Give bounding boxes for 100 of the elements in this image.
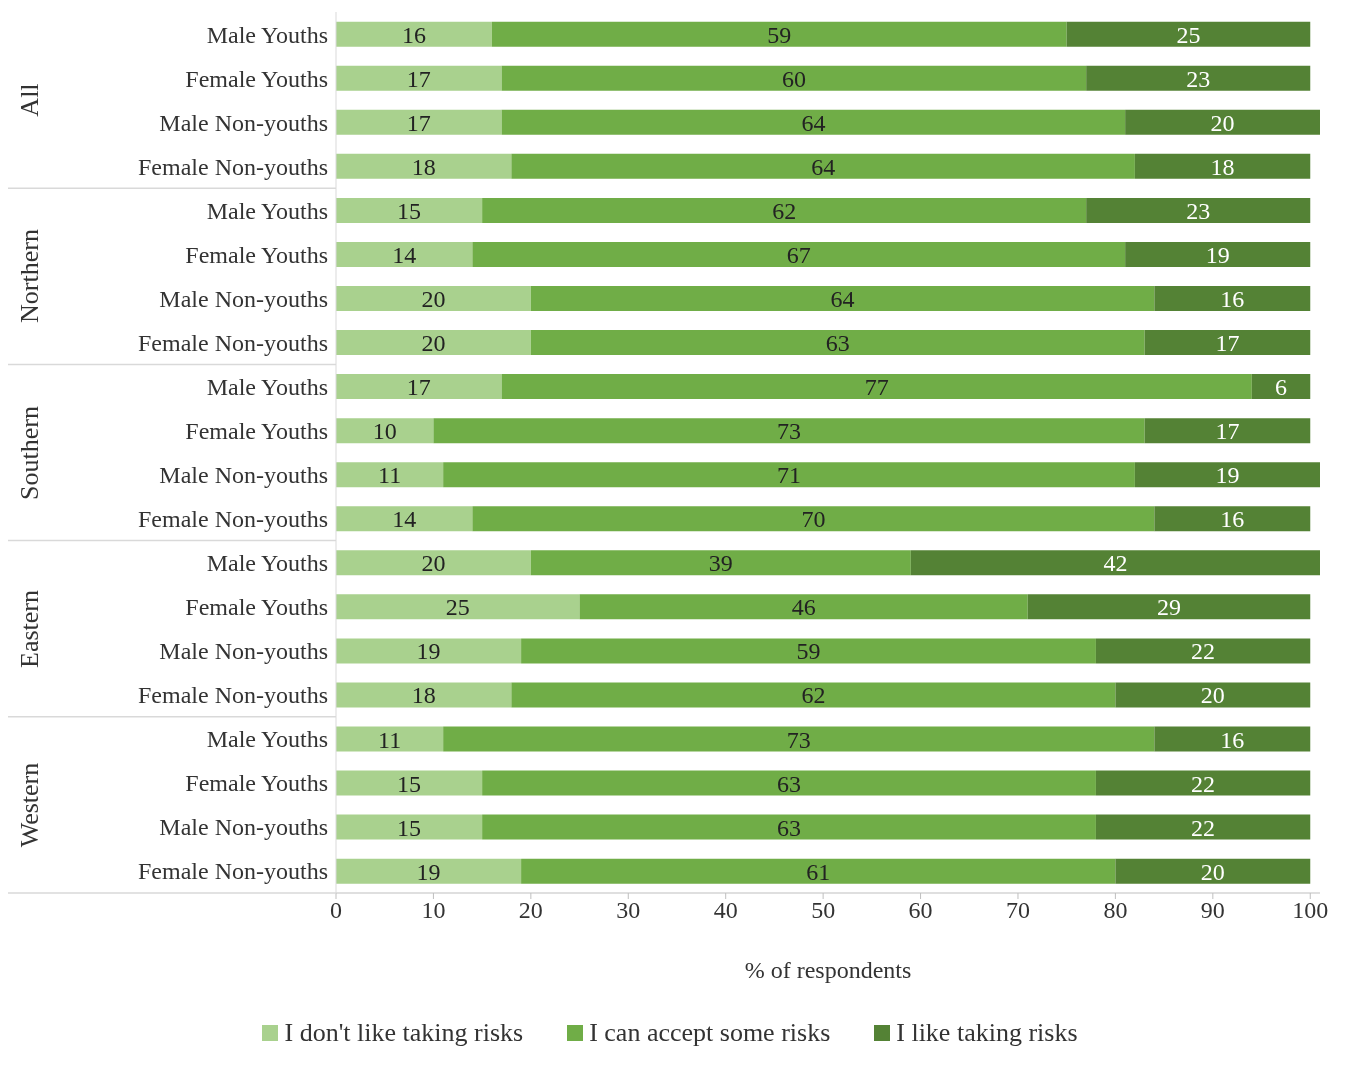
- data-label: 62: [801, 682, 826, 709]
- data-label: 64: [830, 286, 855, 313]
- data-label: 15: [397, 197, 422, 224]
- data-label: 73: [777, 418, 802, 445]
- y-tick-label: Female Youths: [185, 417, 328, 444]
- y-tick-label: Male Youths: [206, 21, 328, 48]
- data-label: 15: [397, 770, 422, 797]
- data-label: 19: [416, 858, 441, 885]
- data-label: 17: [1215, 418, 1240, 445]
- data-label: 16: [1220, 506, 1245, 533]
- data-label: 20: [421, 286, 446, 313]
- data-label: 42: [1103, 550, 1128, 577]
- data-label: 18: [411, 682, 436, 709]
- data-label: 23: [1186, 65, 1211, 92]
- y-tick-label: Female Youths: [185, 770, 328, 797]
- y-tick-label: Female Youths: [185, 65, 328, 92]
- data-label: 64: [801, 109, 826, 136]
- x-tick-label: 0: [330, 897, 342, 924]
- data-label: 59: [767, 21, 792, 48]
- data-label: 67: [786, 241, 811, 268]
- y-tick-label: Female Non-youths: [138, 506, 328, 533]
- data-label: 6: [1275, 374, 1288, 401]
- data-label: 17: [406, 65, 431, 92]
- data-label: 20: [1210, 109, 1235, 136]
- y-tick-label: Male Youths: [206, 726, 328, 753]
- text: Northern: [15, 229, 45, 324]
- x-tick-label: 10: [421, 897, 446, 924]
- text: Eastern: [15, 589, 45, 668]
- y-tick-label: Male Non-youths: [159, 109, 328, 136]
- y-tick-label: Female Non-youths: [138, 682, 328, 709]
- data-label: 77: [864, 374, 889, 401]
- x-tick-label: 40: [713, 897, 738, 924]
- x-tick-label: 60: [908, 897, 933, 924]
- data-label: 19: [1215, 462, 1240, 489]
- data-label: 63: [825, 330, 850, 357]
- y-tick-label: Male Non-youths: [159, 462, 328, 489]
- y-tick-label: Male Non-youths: [159, 285, 328, 312]
- data-label: 71: [777, 462, 802, 489]
- data-label: 14: [392, 506, 417, 533]
- legend-label: I don't like taking risks: [284, 1018, 524, 1048]
- data-label: 16: [1220, 726, 1245, 753]
- y-tick-label: Male Youths: [206, 197, 328, 224]
- data-label: 10: [372, 418, 397, 445]
- data-label: 11: [378, 462, 402, 489]
- data-label: 17: [1215, 330, 1240, 357]
- y-tick-label: Male Youths: [206, 373, 328, 400]
- data-label: 19: [1205, 241, 1230, 268]
- x-tick-label: 80: [1103, 897, 1128, 924]
- data-label: 22: [1191, 770, 1216, 797]
- x-axis-title: % of respondents: [744, 957, 912, 983]
- y-tick-label: Female Youths: [185, 594, 328, 621]
- data-label: 64: [811, 153, 836, 180]
- y-tick-label: Female Non-youths: [138, 329, 328, 356]
- y-tick-label: Female Non-youths: [138, 153, 328, 180]
- x-tick-label: 30: [616, 897, 641, 924]
- data-label: 70: [801, 506, 826, 533]
- data-label: 11: [378, 726, 402, 753]
- x-tick-label: 20: [518, 897, 543, 924]
- data-label: 62: [772, 197, 797, 224]
- data-label: 25: [445, 594, 470, 621]
- y-tick-label: Female Youths: [185, 241, 328, 268]
- data-label: 46: [791, 594, 816, 621]
- legend-label: I can accept some risks: [589, 1018, 831, 1048]
- data-label: 29: [1156, 594, 1181, 621]
- data-label: 22: [1191, 638, 1216, 665]
- data-label: 17: [406, 374, 431, 401]
- data-label: 20: [421, 550, 446, 577]
- data-label: 16: [401, 21, 426, 48]
- text: Southern: [15, 405, 45, 500]
- x-tick-label: 70: [1005, 897, 1030, 924]
- legend-label: I like taking risks: [896, 1018, 1078, 1048]
- data-label: 61: [806, 858, 831, 885]
- data-label: 15: [397, 814, 422, 841]
- data-label: 20: [1200, 682, 1225, 709]
- data-label: 63: [777, 814, 802, 841]
- data-label: 73: [786, 726, 811, 753]
- data-label: 63: [777, 770, 802, 797]
- data-label: 60: [781, 65, 806, 92]
- data-label: 25: [1176, 21, 1201, 48]
- data-label: 16: [1220, 286, 1245, 313]
- x-tick-label: 100: [1292, 897, 1329, 924]
- y-tick-label: Male Non-youths: [159, 638, 328, 665]
- data-label: 18: [1210, 153, 1235, 180]
- data-label: 14: [392, 241, 417, 268]
- x-tick-label: 90: [1200, 897, 1225, 924]
- y-tick-label: Female Non-youths: [138, 858, 328, 885]
- y-tick-label: Male Non-youths: [159, 814, 328, 841]
- text: All: [15, 82, 45, 119]
- data-label: 23: [1186, 197, 1211, 224]
- x-tick-label: 50: [811, 897, 836, 924]
- data-label: 19: [416, 638, 441, 665]
- y-tick-label: Male Youths: [206, 550, 328, 577]
- data-label: 22: [1191, 814, 1216, 841]
- data-label: 18: [411, 153, 436, 180]
- data-label: 17: [406, 109, 431, 136]
- text: Western: [15, 762, 45, 848]
- data-label: 39: [708, 550, 733, 577]
- data-label: 59: [796, 638, 821, 665]
- data-label: 20: [1200, 858, 1225, 885]
- data-label: 20: [421, 330, 446, 357]
